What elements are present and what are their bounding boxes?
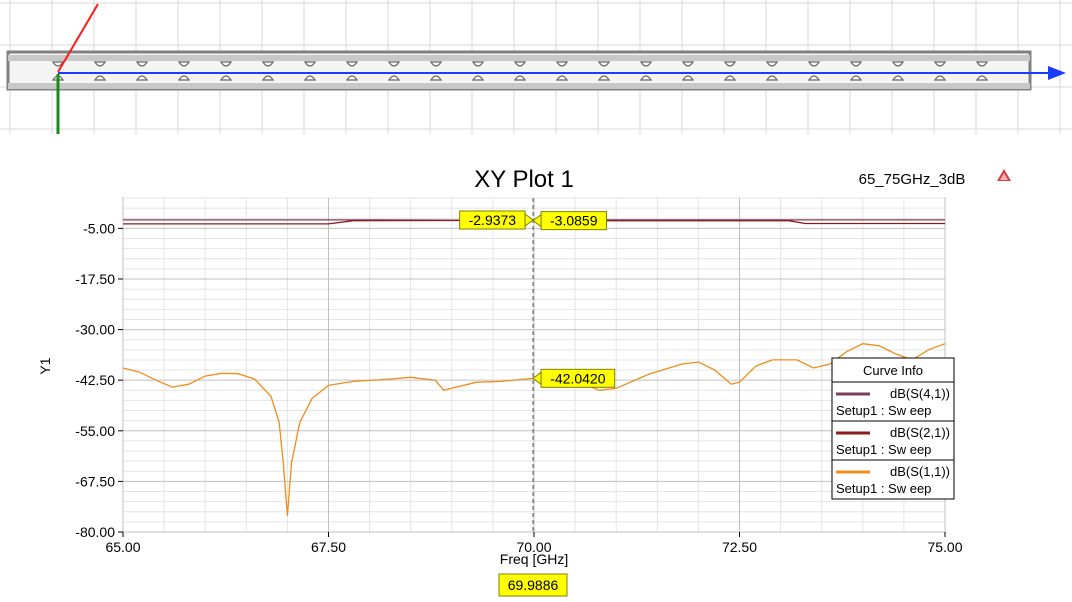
x-axis-arrowhead-icon: [1048, 66, 1066, 80]
waveguide-bottom-wall: [8, 83, 1030, 89]
x-tick-label: 75.00: [927, 539, 962, 555]
legend-title: Curve Info: [863, 363, 923, 378]
x-tick-label: 70.00: [516, 539, 551, 555]
slot: [135, 75, 149, 81]
cursor-readout[interactable]: 69.9886: [498, 573, 568, 597]
legend-header: [831, 357, 955, 383]
slot: [177, 61, 191, 67]
y-tick-label: -55.00: [75, 423, 115, 439]
slot: [219, 75, 233, 81]
marker-pointer: [524, 213, 534, 228]
slot: [261, 75, 275, 81]
coupler-slots: [51, 61, 989, 81]
legend-series-name: dB(S(4,1)): [890, 386, 950, 401]
legend-series-setup: Setup1 : Sw eep: [836, 442, 931, 457]
marker-tag[interactable]: -2.9373: [459, 210, 534, 230]
y-tick-label: -42.50: [75, 372, 115, 388]
y-tick-label: -30.00: [75, 322, 115, 338]
slot: [219, 61, 233, 67]
legend-entry[interactable]: dB(S(4,1)) Setup1 : Sw eep: [831, 381, 955, 422]
slot: [555, 61, 569, 67]
slot: [471, 75, 485, 81]
marker-value: -2.9373: [469, 212, 517, 228]
series-line-dB(S(1,1)): [122, 343, 946, 516]
slot: [429, 75, 443, 81]
marker-tag[interactable]: -3.0859: [532, 211, 607, 231]
slot: [597, 61, 611, 67]
slot: [513, 61, 527, 67]
slot: [555, 75, 569, 81]
legend-cell: [831, 420, 955, 461]
slot: [765, 61, 779, 67]
model-view[interactable]: [0, 0, 1072, 140]
marker-labels: -2.9373 -3.0859 -42.0420: [459, 210, 616, 388]
x-axis-label: Freq [GHz]: [500, 551, 568, 567]
legend-series-setup: Setup1 : Sw eep: [836, 481, 931, 496]
slot: [681, 61, 695, 67]
x-tick-label: 65.00: [105, 539, 140, 555]
slot: [681, 75, 695, 81]
slot: [765, 75, 779, 81]
corner-label: 65_75GHz_3dB: [859, 171, 966, 188]
marker-value: -42.0420: [550, 370, 605, 386]
slot: [933, 61, 947, 67]
legend-series-name: dB(S(1,1)): [890, 464, 950, 479]
slot: [93, 61, 107, 67]
slot: [261, 61, 275, 67]
slot: [723, 61, 737, 67]
marker-pointer: [532, 371, 542, 386]
slot: [975, 75, 989, 81]
slot: [387, 61, 401, 67]
slot: [639, 75, 653, 81]
slot: [387, 75, 401, 81]
slot: [471, 61, 485, 67]
y-axis-label: Y1: [37, 357, 53, 374]
y-tick-label: -17.50: [75, 271, 115, 287]
y-tick-label: -80.00: [75, 524, 115, 540]
cursor-readout-box: [498, 573, 568, 597]
marker-value: -3.0859: [550, 213, 598, 229]
slot: [345, 75, 359, 81]
axis-ticks: 65.00 67.50 70.00 72.50 75.00 -5.00 -17.50 -30.…: [75, 220, 962, 555]
chart-title: XY Plot 1: [474, 166, 574, 193]
slot: [807, 61, 821, 67]
slot: [933, 75, 947, 81]
legend-entry[interactable]: dB(S(1,1)) Setup1 : Sw eep: [831, 459, 955, 500]
y-tick-label: -67.50: [75, 473, 115, 489]
legend-cell: [831, 381, 955, 422]
slot: [303, 61, 317, 67]
slot: [891, 75, 905, 81]
y-tick-label: -5.00: [83, 220, 115, 236]
waveguide-top-wall: [8, 55, 1030, 61]
x-tick-label: 67.50: [311, 539, 346, 555]
slot: [597, 75, 611, 81]
plot-grid: [122, 197, 946, 533]
slot: [513, 75, 527, 81]
x-tick-label: 72.50: [722, 539, 757, 555]
slot: [135, 61, 149, 67]
z-axis-arrow: [57, 3, 99, 73]
legend-entry[interactable]: dB(S(2,1)) Setup1 : Sw eep: [831, 420, 955, 461]
legend-series-setup: Setup1 : Sw eep: [836, 403, 931, 418]
slot: [975, 61, 989, 67]
slot: [303, 75, 317, 81]
slot: [849, 61, 863, 67]
slot: [429, 61, 443, 67]
legend-series-name: dB(S(2,1)): [890, 425, 950, 440]
slot: [639, 61, 653, 67]
marker-tag[interactable]: -42.0420: [532, 368, 616, 388]
slot: [345, 61, 359, 67]
slot: [93, 75, 107, 81]
slot: [177, 75, 191, 81]
legend-cell: [831, 459, 955, 500]
slot: [807, 75, 821, 81]
cursor-readout-label: 69.9886: [508, 577, 559, 593]
marker-pointer: [532, 213, 542, 228]
xy-plot[interactable]: XY Plot 1 65_75GHz_3dB 65.00 67.50 70.00 72…: [0, 150, 1072, 602]
slot: [723, 75, 737, 81]
warning-triangle-icon[interactable]: [997, 169, 1011, 181]
slot: [849, 75, 863, 81]
slot: [891, 61, 905, 67]
